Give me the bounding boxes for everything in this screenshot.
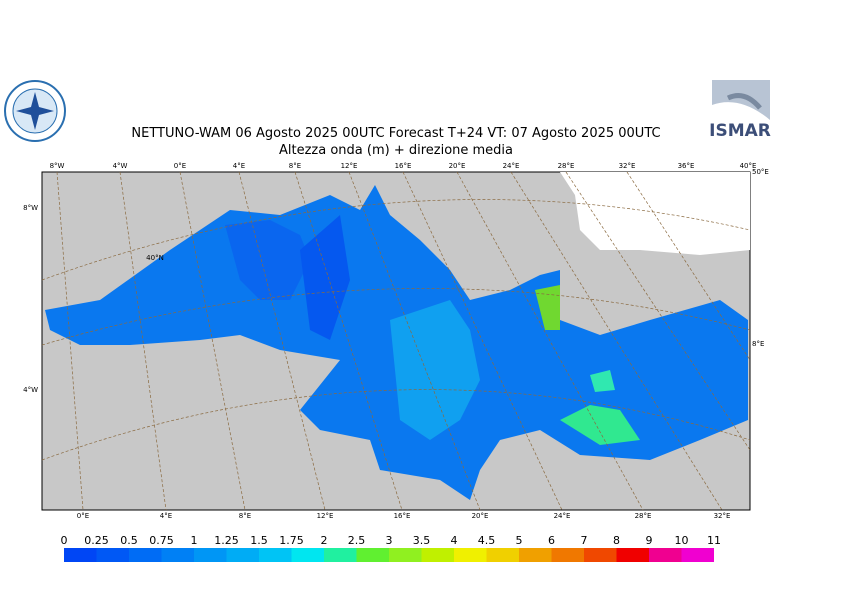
- map-body: [41, 171, 751, 511]
- colorbar-label: 9: [646, 534, 653, 547]
- colorbar-label: 7: [581, 534, 588, 547]
- colorbar-label: 0.5: [120, 534, 138, 547]
- top-label: 40°E: [740, 162, 757, 170]
- top-label: 20°E: [449, 162, 466, 170]
- colorbar-label: 1.5: [250, 534, 268, 547]
- colorbar-label: 8: [613, 534, 620, 547]
- title: NETTUNO-WAM 06 Agosto 2025 00UTC Forecas…: [131, 126, 660, 141]
- bottom-label: 8°E: [239, 512, 251, 520]
- colorbar-swatch: [226, 548, 259, 562]
- colorbar-label: 10: [675, 534, 689, 547]
- colorbar-swatch: [64, 548, 97, 562]
- colorbar-swatch: [551, 548, 584, 562]
- colorbar-label: 5: [516, 534, 523, 547]
- top-label: 16°E: [395, 162, 412, 170]
- bottom-label: 24°E: [554, 512, 571, 520]
- graticule: [41, 171, 751, 511]
- top-label: 8°W: [50, 162, 65, 170]
- colorbar-swatch: [681, 548, 714, 562]
- inner-label: 40°N: [146, 254, 164, 262]
- colorbar-swatch: [161, 548, 194, 562]
- colorbar-label: 2.5: [348, 534, 366, 547]
- colorbar-swatch: [616, 548, 649, 562]
- colorbar-swatch: [259, 548, 292, 562]
- colorbar-label: 0.25: [84, 534, 109, 547]
- colorbar-label: 4.5: [478, 534, 496, 547]
- right-label: 8°E: [752, 340, 764, 348]
- top-label: 0°E: [174, 162, 186, 170]
- top-label: 4°W: [113, 162, 128, 170]
- top-label: 12°E: [341, 162, 358, 170]
- colorbar-swatch: [421, 548, 454, 562]
- colorbar-label: 2: [321, 534, 328, 547]
- subtitle: Altezza onda (m) + direzione media: [279, 143, 513, 158]
- colorbar-swatch: [519, 548, 552, 562]
- top-label: 28°E: [558, 162, 575, 170]
- right-label: 50°E: [752, 168, 769, 176]
- top-label: 36°E: [678, 162, 695, 170]
- colorbar-label: 1: [191, 534, 198, 547]
- colorbar-label: 0.75: [149, 534, 174, 547]
- top-label: 24°E: [503, 162, 520, 170]
- colorbar-swatch: [129, 548, 162, 562]
- colorbar-label: 11: [707, 534, 721, 547]
- bottom-label: 12°E: [317, 512, 334, 520]
- colorbar-label: 6: [548, 534, 555, 547]
- colorbar-swatch: [649, 548, 682, 562]
- bottom-label: 16°E: [394, 512, 411, 520]
- top-label: 8°E: [289, 162, 301, 170]
- colorbar-label: 0: [61, 534, 68, 547]
- bottom-label: 28°E: [635, 512, 652, 520]
- bottom-label: 4°E: [160, 512, 172, 520]
- left-label: 4°W: [23, 386, 38, 394]
- right-logo: ISMAR: [709, 79, 771, 141]
- colorbar-swatch: [324, 548, 357, 562]
- colorbar-label: 3: [386, 534, 393, 547]
- bottom-label: 0°E: [77, 512, 89, 520]
- top-label: 32°E: [619, 162, 636, 170]
- colorbar-swatch: [194, 548, 227, 562]
- colorbar-label: 1.75: [279, 534, 304, 547]
- left-label: 8°W: [23, 204, 38, 212]
- colorbar-swatch: [96, 548, 129, 562]
- colorbar-swatch: [454, 548, 487, 562]
- bottom-label: 20°E: [472, 512, 489, 520]
- colorbar-label: 1.25: [214, 534, 239, 547]
- colorbar-swatch: [291, 548, 324, 562]
- bottom-label: 32°E: [714, 512, 731, 520]
- logo-text: ISMAR: [709, 121, 771, 141]
- colorbar-swatch: [486, 548, 519, 562]
- left-logo: [4, 80, 66, 142]
- colorbar-label: 4: [451, 534, 458, 547]
- colorbar-label: 3.5: [413, 534, 431, 547]
- top-label: 4°E: [233, 162, 245, 170]
- colorbar-swatch: [389, 548, 422, 562]
- colorbar-swatch: [356, 548, 389, 562]
- colorbar-swatch: [584, 548, 617, 562]
